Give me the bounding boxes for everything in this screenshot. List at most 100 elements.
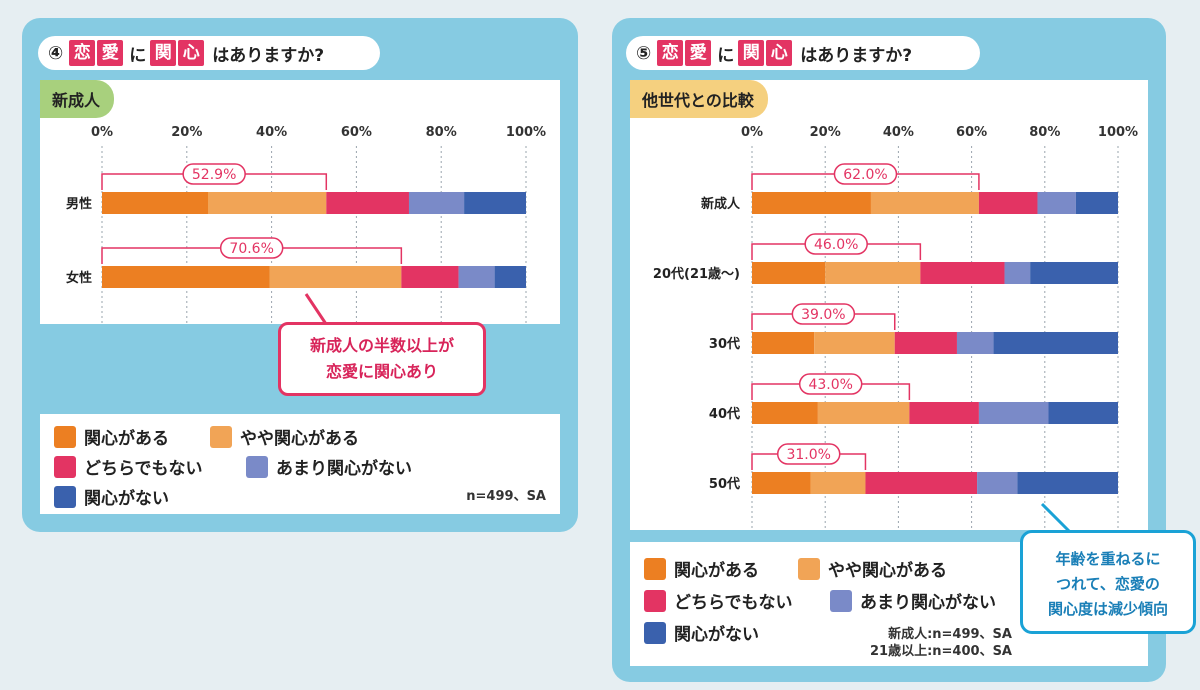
category-label: 20代(21歳〜) bbox=[653, 266, 740, 282]
legend-swatch bbox=[246, 455, 268, 478]
bar-segment bbox=[752, 192, 871, 214]
bar-segment bbox=[894, 332, 957, 354]
x-tick-label: 100% bbox=[1098, 125, 1138, 140]
legend-label: あまり関心がない bbox=[276, 459, 412, 479]
annotation-label: 62.0% bbox=[843, 167, 887, 183]
chart-tag: 新成人 bbox=[40, 80, 115, 118]
sample-note: 新成人:n=499、SA 21歳以上:n=400、SA bbox=[870, 626, 1012, 660]
bar-segment bbox=[752, 402, 818, 424]
legend-label: 関心がある bbox=[674, 561, 759, 581]
bar-segment bbox=[978, 192, 1038, 214]
highlight-char: 恋 bbox=[69, 40, 96, 66]
bar-segment bbox=[993, 332, 1118, 354]
annotation-pill bbox=[833, 163, 898, 185]
chart-svg: 0% 20% 40% 60% 80% 100% 新成人 62.0% 20代(21歳〜) 46.0%… bbox=[653, 125, 1138, 530]
highlight-char: 心 bbox=[766, 40, 793, 66]
legend-label: 関心がない bbox=[674, 625, 759, 645]
callout-line: 年齢を重ねるに bbox=[1055, 550, 1161, 568]
legend-item: 関心がある bbox=[644, 556, 759, 581]
legend: 関心がある やや関心がある どちらでもない あまり関心がない 関心がない n=4… bbox=[40, 414, 560, 514]
x-tick-label: 60% bbox=[341, 125, 372, 140]
sample-note: n=499、SA bbox=[466, 488, 546, 505]
highlight-char: 愛 bbox=[97, 40, 124, 66]
annotation-label: 43.0% bbox=[808, 377, 852, 393]
annotation-pill bbox=[182, 163, 246, 185]
bar-segment bbox=[752, 332, 815, 354]
legend-item: どちらでもない bbox=[644, 588, 793, 613]
annotation-label: 70.6% bbox=[229, 241, 273, 257]
legend-item: あまり関心がない bbox=[246, 454, 412, 479]
right-panel: ⑤ 恋 愛 に 関 心 はありますか? 他世代との比較 0% 20% 40% 60% 8… bbox=[612, 18, 1166, 682]
bar-segment bbox=[865, 472, 978, 494]
legend-label: どちらでもない bbox=[84, 459, 203, 479]
highlight-char: 関 bbox=[738, 40, 765, 66]
annotation-pill bbox=[791, 303, 856, 325]
bar-segment bbox=[825, 262, 921, 284]
bar-segment bbox=[208, 192, 327, 214]
bar-segment bbox=[1048, 402, 1118, 424]
bar-segment bbox=[1004, 262, 1031, 284]
category-label: 40代 bbox=[709, 406, 740, 422]
bar-segment bbox=[817, 402, 910, 424]
legend-label: やや関心がある bbox=[240, 429, 359, 449]
annotation-label: 39.0% bbox=[801, 307, 845, 323]
bar-segment bbox=[269, 266, 402, 288]
callout: 年齢を重ねるに つれて、恋愛の 関心度は減少傾向 bbox=[1020, 530, 1196, 634]
category-label: 50代 bbox=[709, 476, 740, 492]
callout-line: 関心度は減少傾向 bbox=[1047, 600, 1168, 618]
category-label: 新成人 bbox=[701, 196, 741, 212]
bar-segment bbox=[464, 192, 526, 214]
legend-item: やや関心がある bbox=[210, 424, 359, 449]
sample-note-line: n=499、SA bbox=[466, 489, 546, 504]
callout-pointer bbox=[304, 293, 328, 325]
bar-segment bbox=[810, 472, 866, 494]
bar-segment bbox=[1030, 262, 1118, 284]
legend-label: どちらでもない bbox=[674, 593, 793, 613]
chart-tag: 他世代との比較 bbox=[630, 80, 768, 118]
bar-segment bbox=[978, 402, 1049, 424]
question-title: ⑤ 恋 愛 に 関 心 はありますか? bbox=[626, 36, 980, 70]
legend-label: やや関心がある bbox=[828, 561, 947, 581]
legend-swatch bbox=[54, 455, 76, 478]
legend-label: あまり関心がない bbox=[860, 593, 996, 613]
question-tail: はありますか? bbox=[212, 45, 325, 66]
x-tick-label: 0% bbox=[91, 125, 113, 140]
legend-item: やや関心がある bbox=[798, 556, 947, 581]
annotation-pill bbox=[804, 233, 868, 255]
question-particle: に bbox=[717, 45, 735, 66]
annotation-pill bbox=[219, 237, 284, 259]
legend-swatch bbox=[830, 589, 852, 612]
x-tick-label: 60% bbox=[956, 125, 987, 140]
question-number: ④ bbox=[48, 42, 64, 64]
legend-item: 関心がない bbox=[54, 484, 169, 509]
legend-label: 関心がある bbox=[84, 429, 169, 449]
bar-segment bbox=[102, 192, 208, 214]
legend-swatch bbox=[644, 589, 666, 612]
callout: 新成人の半数以上が 恋愛に関心あり bbox=[278, 322, 486, 396]
x-tick-label: 40% bbox=[883, 125, 914, 140]
category-label: 男性 bbox=[66, 196, 92, 212]
x-tick-label: 40% bbox=[256, 125, 287, 140]
legend-item: どちらでもない bbox=[54, 454, 203, 479]
legend-swatch bbox=[54, 425, 76, 448]
bar-segment bbox=[408, 192, 465, 214]
legend-item: 関心がない bbox=[644, 620, 759, 645]
annotation-label: 52.9% bbox=[192, 167, 236, 183]
legend-swatch bbox=[798, 557, 820, 580]
sample-note-line: 新成人:n=499、SA bbox=[888, 627, 1012, 642]
bar-segment bbox=[956, 332, 994, 354]
annotation-pill bbox=[776, 443, 841, 465]
bar-segment bbox=[102, 266, 270, 288]
chart-svg: 0% 20% 40% 60% 80% 100% 男性 52.9% 女性 70.6% bbox=[66, 125, 546, 324]
annotation-label: 31.0% bbox=[786, 447, 830, 463]
legend-swatch bbox=[210, 425, 232, 448]
legend-item: あまり関心がない bbox=[830, 588, 996, 613]
bar-segment bbox=[494, 266, 526, 288]
annotation-pill bbox=[798, 373, 863, 395]
category-label: 30代 bbox=[709, 336, 740, 352]
bar-segment bbox=[1037, 192, 1076, 214]
callout-line: つれて、恋愛の bbox=[1056, 575, 1160, 593]
bar-segment bbox=[1017, 472, 1118, 494]
callout-line: 恋愛に関心あり bbox=[325, 362, 438, 381]
chart-area: 新成人 0% 20% 40% 60% 80% 100% 男性 52.9% 女性 70.6% bbox=[40, 80, 560, 324]
